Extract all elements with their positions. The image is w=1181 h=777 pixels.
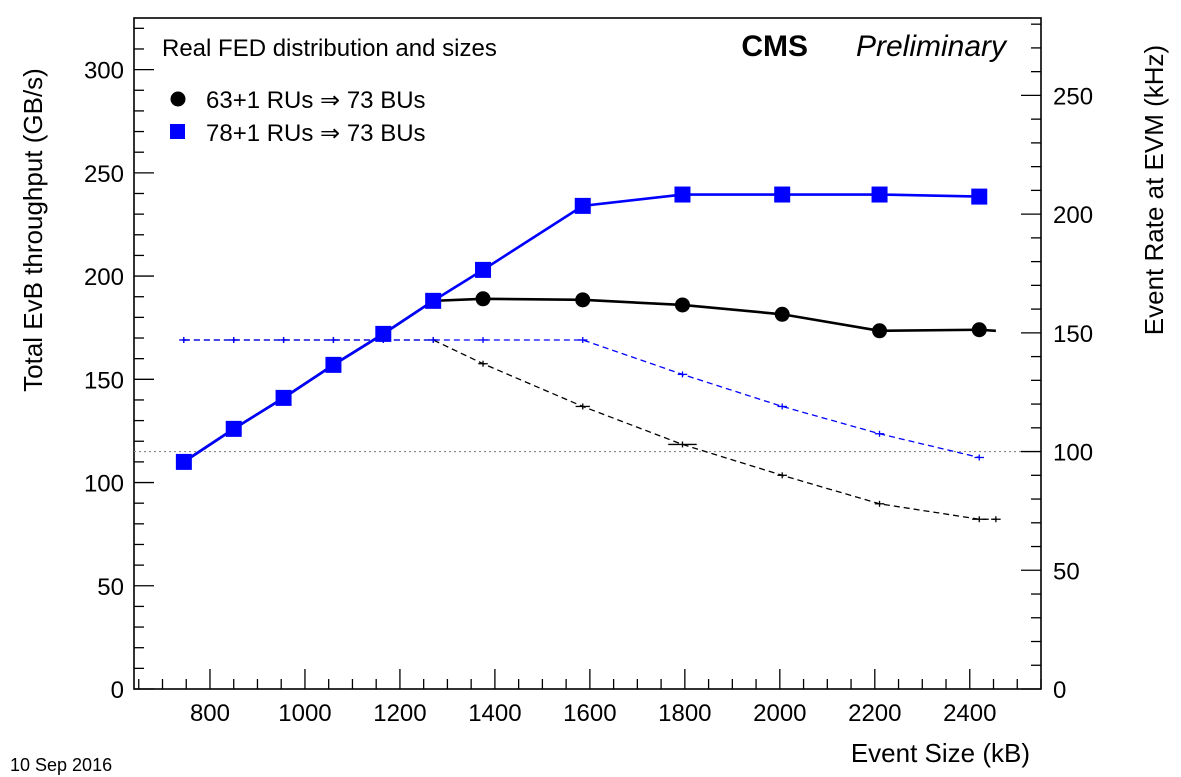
y2-tick-label: 200 [1053, 202, 1093, 229]
y-tick-label: 50 [97, 574, 124, 601]
throughput-point-blue [175, 453, 192, 470]
legend-marker-circle-icon [170, 91, 186, 107]
y2-tick-label: 0 [1053, 677, 1066, 704]
rate-line-black [183, 339, 996, 520]
throughput-point-blue [225, 420, 242, 437]
throughput-point-blue [871, 186, 888, 203]
throughput-point-blue [425, 292, 442, 309]
y-tick-label: 100 [84, 471, 124, 498]
y-tick-label: 250 [84, 161, 124, 188]
y2-tick-label: 150 [1053, 321, 1093, 348]
x-tick-label: 800 [190, 700, 230, 727]
series-layer [175, 186, 1001, 523]
y2-tick-label: 50 [1053, 558, 1080, 585]
throughput-point-blue [674, 186, 691, 203]
throughput-point-black [575, 292, 591, 308]
x-tick-label: 1000 [278, 700, 331, 727]
y2-axis-title: Event Rate at EVM (kHz) [1139, 45, 1169, 335]
legend-entry-blue: 78+1 RUs ⇒ 73 BUs [206, 120, 426, 147]
throughput-point-black [872, 323, 888, 339]
legend-marker-square-icon [170, 124, 185, 139]
x-tick-label: 1200 [373, 700, 426, 727]
rate-line-blue [183, 339, 980, 459]
throughput-point-blue [475, 261, 492, 278]
x-tick-label: 2000 [753, 700, 806, 727]
throughput-point-blue [774, 186, 791, 203]
x-tick-label: 1400 [468, 700, 521, 727]
y-tick-label: 300 [84, 58, 124, 85]
throughput-point-blue [574, 197, 591, 214]
y-axis-title: Total EvB throughput (GB/s) [18, 68, 48, 392]
y-tick-label: 200 [84, 264, 124, 291]
x-axis-title: Event Size (kB) [851, 738, 1030, 768]
throughput-point-blue [375, 325, 392, 342]
throughput-point-black [774, 306, 790, 322]
axes: 800 1000 1200 1400 1600 1800 2000 2200 240005010… [84, 23, 1093, 727]
y2-tick-label: 250 [1053, 83, 1093, 110]
throughput-point-blue [971, 188, 988, 205]
date-label: 10 Sep 2016 [10, 755, 112, 775]
x-tick-label: 1800 [658, 700, 711, 727]
throughput-point-blue [275, 389, 292, 406]
legend-entry-black: 63+1 RUs ⇒ 73 BUs [206, 87, 426, 114]
x-tick-label: 2200 [848, 700, 901, 727]
throughput-point-black [674, 297, 690, 313]
legend: Real FED distribution and sizes 63+1 RUs… [162, 35, 497, 147]
x-tick-label: 2400 [943, 700, 996, 727]
y-tick-label: 0 [111, 677, 124, 704]
y-tick-label: 150 [84, 367, 124, 394]
throughput-point-black [971, 322, 987, 338]
throughput-point-black [475, 291, 491, 307]
throughput-point-blue [325, 356, 342, 373]
y2-tick-label: 100 [1053, 440, 1093, 467]
x-tick-label: 1600 [563, 700, 616, 727]
experiment-label: CMS [741, 30, 808, 63]
throughput-line-blue [183, 193, 980, 463]
legend-title: Real FED distribution and sizes [162, 35, 497, 62]
throughput-line-black [183, 297, 996, 463]
status-label: Preliminary [856, 30, 1008, 63]
plot-frame [133, 17, 1042, 690]
